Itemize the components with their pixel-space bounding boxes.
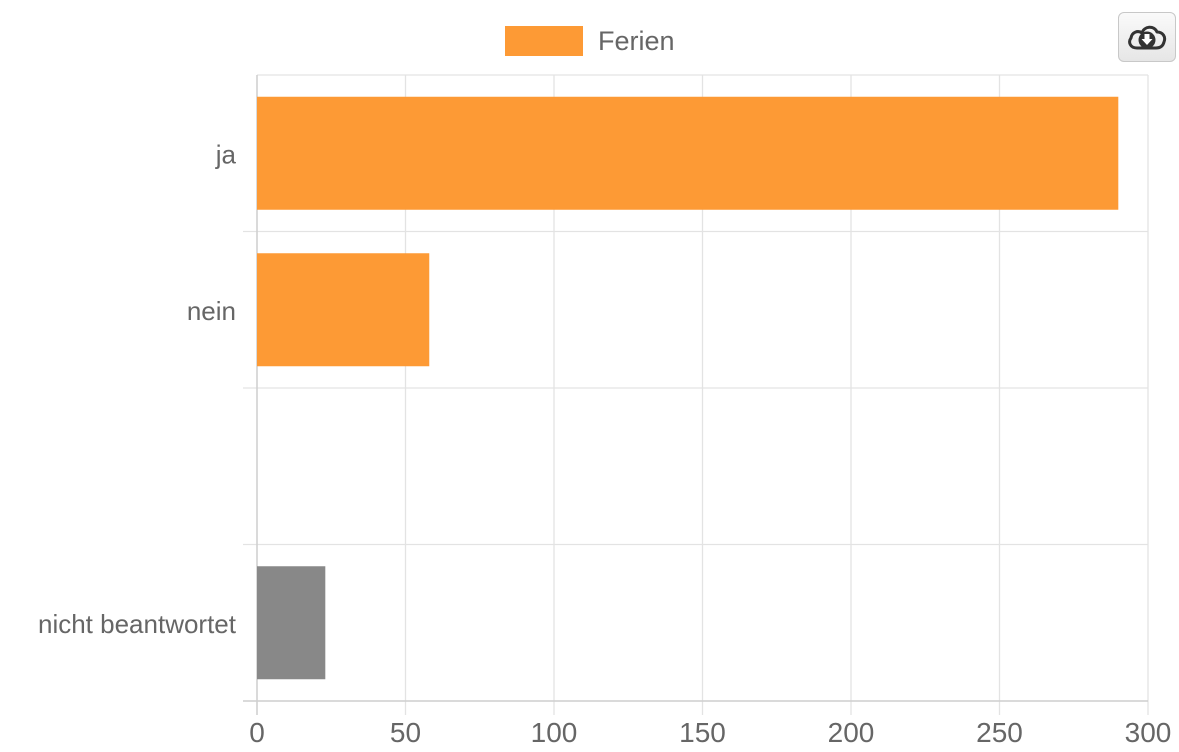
bar-nein	[257, 253, 430, 367]
bar-ja	[257, 96, 1119, 210]
x-tick-label: 300	[1125, 717, 1172, 748]
cloud-download-icon	[1128, 25, 1167, 50]
legend-swatch[interactable]	[505, 26, 583, 56]
download-button[interactable]	[1118, 12, 1176, 62]
y-tick-label: ja	[215, 139, 237, 169]
x-tick-label: 200	[828, 717, 875, 748]
y-tick-label: nicht beantwortet	[38, 609, 237, 639]
y-tick-label: nein	[187, 296, 236, 326]
x-tick-label: 250	[976, 717, 1023, 748]
legend-label[interactable]: Ferien	[598, 26, 675, 56]
x-tick-label: 100	[531, 717, 578, 748]
x-tick-label: 150	[679, 717, 726, 748]
bar-nicht-beantwortet	[257, 566, 326, 680]
x-tick-label: 50	[390, 717, 421, 748]
x-tick-label: 0	[249, 717, 265, 748]
